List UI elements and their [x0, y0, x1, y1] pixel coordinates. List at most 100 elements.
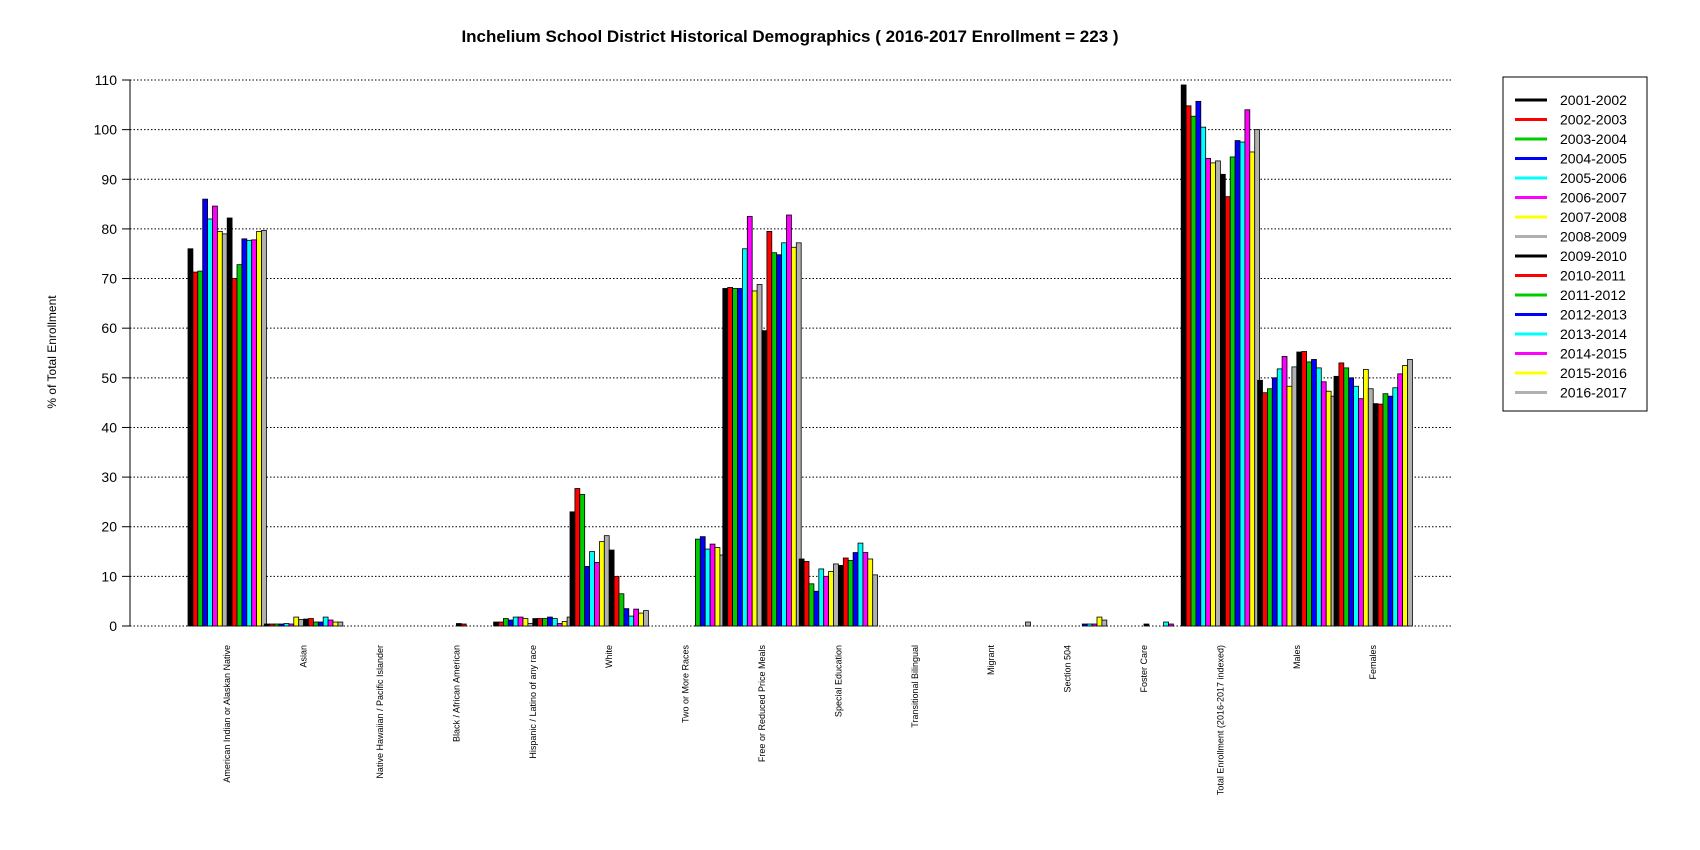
x-tick-label: Hispanic / Latino of any race	[528, 645, 538, 759]
legend-label: 2003-2004	[1560, 131, 1627, 147]
bar	[216, 230, 223, 627]
bar	[803, 561, 810, 627]
bar	[709, 543, 716, 627]
bar	[579, 494, 586, 627]
bar	[537, 618, 544, 627]
bar	[1348, 377, 1354, 627]
bar	[221, 233, 228, 627]
bar	[1234, 140, 1241, 627]
bar	[527, 623, 534, 627]
bar	[1392, 387, 1399, 627]
x-tick-label: Special Education	[833, 645, 843, 717]
bar	[847, 560, 854, 627]
bar	[818, 568, 825, 627]
y-tick-label: 30	[101, 469, 117, 485]
bar	[862, 552, 869, 627]
bar	[722, 288, 729, 627]
bar	[761, 330, 768, 627]
y-tick-label: 100	[94, 122, 118, 138]
bar	[226, 217, 233, 627]
x-tick-label: Two or More Races	[681, 645, 691, 724]
bar	[1402, 365, 1408, 627]
bar	[771, 252, 778, 627]
bar	[638, 612, 644, 627]
bar	[795, 242, 802, 627]
bar	[798, 558, 805, 627]
bar	[727, 287, 734, 627]
bar	[1267, 388, 1273, 627]
bar	[1377, 403, 1384, 627]
bar	[1262, 392, 1268, 627]
y-tick-label: 40	[101, 419, 117, 435]
bar	[1195, 100, 1202, 627]
bar	[1407, 359, 1413, 627]
bar	[786, 214, 792, 627]
bar	[584, 566, 591, 627]
bar	[1101, 619, 1108, 627]
bar	[1397, 373, 1403, 627]
bar	[1254, 129, 1260, 627]
bar	[746, 216, 753, 627]
y-tick-label: 70	[101, 271, 117, 287]
legend-box	[1502, 76, 1648, 412]
bar	[633, 608, 640, 627]
bar	[561, 621, 568, 627]
bar	[1239, 141, 1246, 627]
bar	[298, 619, 305, 627]
bar	[1320, 381, 1327, 627]
bar	[278, 623, 285, 627]
y-tick-label: 10	[101, 568, 117, 584]
y-tick-label: 90	[101, 171, 117, 187]
legend: 2001-2002 2002-2003 2003-2004 2004-2005 2005…	[1502, 76, 1648, 412]
bar	[695, 538, 701, 627]
legend-label: 2011-2012	[1560, 287, 1626, 303]
bar	[312, 621, 319, 627]
bar	[502, 618, 509, 627]
bar	[1190, 115, 1197, 627]
bar	[1333, 375, 1340, 627]
bar	[833, 563, 839, 627]
bar	[857, 542, 864, 627]
x-tick-label: Black / African American	[451, 645, 461, 742]
bar	[1081, 623, 1088, 627]
legend-label: 2015-2016	[1560, 365, 1627, 381]
bar	[1363, 368, 1369, 627]
bar	[1387, 395, 1394, 627]
y-tick-label: 20	[101, 519, 117, 535]
bar	[1168, 623, 1174, 627]
legend-label: 2007-2008	[1560, 209, 1627, 225]
bar	[1205, 158, 1211, 627]
bar	[867, 558, 874, 627]
bar	[1220, 173, 1226, 627]
bar	[317, 621, 324, 627]
bar	[732, 288, 738, 627]
bar	[556, 623, 563, 627]
bar	[823, 575, 830, 627]
legend-label: 2005-2006	[1560, 170, 1627, 186]
bar	[1143, 623, 1150, 627]
bar	[838, 565, 844, 627]
y-tick-label: 80	[101, 221, 117, 237]
bar	[493, 621, 499, 627]
bar	[1163, 621, 1169, 627]
bar	[1286, 385, 1293, 627]
bar	[1291, 366, 1298, 627]
y-tick-label: 50	[101, 370, 117, 386]
bar	[517, 616, 524, 627]
bar	[507, 619, 514, 627]
x-tick-label: Foster Care	[1139, 645, 1149, 693]
x-axis-labels: American Indian or Alaskan Native Asian Na…	[222, 645, 1378, 796]
x-tick-label: Asian	[299, 645, 309, 668]
bar	[613, 575, 620, 627]
y-tick-label: 0	[109, 618, 117, 634]
bar	[1185, 105, 1192, 627]
bar	[608, 549, 615, 627]
legend-label: 2002-2003	[1560, 112, 1627, 128]
chart-title: Inchelium School District Historical Dem…	[461, 27, 1118, 46]
bar	[813, 590, 820, 627]
bar	[1325, 390, 1332, 627]
bar	[574, 488, 581, 627]
bar	[455, 623, 462, 627]
